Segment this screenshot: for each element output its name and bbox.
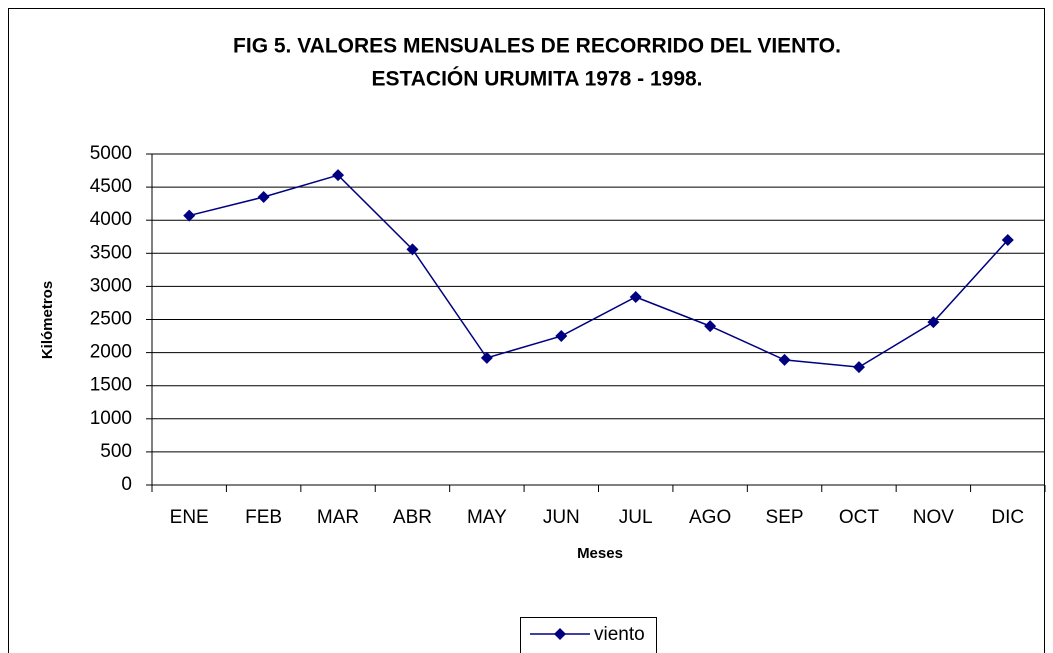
x-tick-label: AGO (689, 507, 731, 528)
data-point (852, 361, 865, 374)
x-axis-label: Meses (577, 545, 623, 562)
chart-frame (8, 8, 1045, 653)
y-tick-label: 4000 (90, 209, 132, 230)
data-point (927, 316, 940, 329)
legend-marker (554, 628, 566, 640)
x-tick-label: JUL (619, 507, 653, 528)
x-tick-label: OCT (839, 507, 880, 528)
y-tick-label: 3000 (90, 275, 132, 296)
y-tick-label: 0 (121, 474, 132, 495)
y-tick-label: 500 (100, 441, 132, 462)
y-tick-label: 2000 (90, 342, 132, 363)
data-point (629, 290, 642, 303)
data-point (257, 191, 270, 204)
data-point (332, 169, 345, 182)
series-line (189, 174, 1009, 368)
data-point (480, 351, 493, 364)
chart-title: ESTACIÓN URUMITA 1978 - 1998. (371, 67, 702, 91)
data-point (555, 330, 568, 343)
legend-box (520, 617, 657, 653)
y-tick-label: 2500 (90, 309, 132, 330)
chart-title: FIG 5. VALORES MENSUALES DE RECORRIDO DE… (233, 35, 841, 58)
y-tick-label: 3500 (90, 242, 132, 263)
legend-label: viento (594, 624, 645, 645)
x-tick-label: MAR (317, 507, 359, 528)
x-tick-label: ABR (393, 507, 432, 528)
x-tick-label: DIC (991, 507, 1024, 528)
x-tick-label: NOV (913, 507, 955, 528)
data-point (778, 353, 791, 366)
y-tick-label: 4500 (90, 176, 132, 197)
x-tick-label: MAY (467, 507, 507, 528)
y-axis-label: Kilómetros (39, 281, 56, 359)
data-point (704, 320, 717, 333)
data-point (1001, 234, 1014, 247)
x-tick-label: JUN (543, 507, 580, 528)
x-tick-label: ENE (170, 507, 209, 528)
y-tick-label: 1500 (90, 375, 132, 396)
x-tick-label: FEB (245, 507, 282, 528)
y-tick-label: 5000 (90, 143, 132, 164)
data-point (183, 209, 196, 222)
data-point (406, 243, 419, 256)
x-tick-label: SEP (766, 507, 804, 528)
y-tick-label: 1000 (90, 408, 132, 429)
